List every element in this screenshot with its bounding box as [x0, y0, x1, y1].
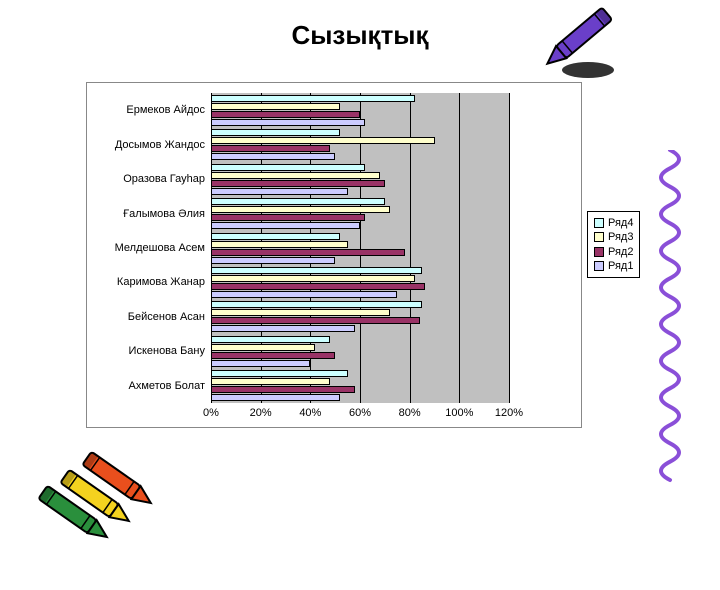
bar — [211, 95, 415, 102]
legend-label: Ряд1 — [608, 259, 633, 273]
bar — [211, 267, 422, 274]
bar — [211, 344, 315, 351]
bar — [211, 386, 355, 393]
category-label: Бейсенов Асан — [128, 311, 211, 323]
bar — [211, 145, 330, 152]
category-label: Ахметов Болат — [128, 380, 211, 392]
bar — [211, 180, 385, 187]
category-label: Ғалымова Әлия — [123, 208, 211, 220]
bar — [211, 352, 335, 359]
bar — [211, 111, 360, 118]
bar — [211, 309, 390, 316]
bar — [211, 164, 365, 171]
legend-label: Ряд3 — [608, 230, 633, 244]
crayons-icon — [0, 430, 220, 590]
slide: Сызықтық Ермеков АйдосДосымов ЖандосОраз… — [0, 0, 720, 540]
legend-item: Ряд1 — [594, 259, 633, 273]
x-tick-label: 40% — [299, 407, 321, 419]
x-tick-label: 20% — [250, 407, 272, 419]
squiggle-icon — [640, 150, 700, 510]
category-label: Искенова Бану — [129, 345, 211, 357]
bar — [211, 378, 330, 385]
legend-swatch — [594, 232, 604, 242]
gridline — [459, 93, 460, 403]
bar — [211, 214, 365, 221]
bar — [211, 360, 310, 367]
plot-area: Ермеков АйдосДосымов ЖандосОразова Гауһа… — [211, 93, 509, 403]
bar — [211, 172, 380, 179]
chart-container: Ермеков Айдос Досымов Жандос Оразова Гауһа… — [86, 82, 582, 428]
bar — [211, 283, 425, 290]
bar — [211, 291, 397, 298]
bar — [211, 198, 385, 205]
category-label: Ермеков Айдос — [126, 104, 211, 116]
gridline — [509, 93, 510, 403]
legend-swatch — [594, 218, 604, 228]
bar — [211, 188, 348, 195]
x-tick-label: 80% — [399, 407, 421, 419]
bar — [211, 137, 435, 144]
bar — [211, 394, 340, 401]
x-tick-label: 120% — [495, 407, 523, 419]
bar — [211, 153, 335, 160]
bar — [211, 275, 415, 282]
bar — [211, 233, 340, 240]
legend-label: Ряд4 — [608, 216, 633, 230]
bar — [211, 336, 330, 343]
legend-item: Ряд4 — [594, 216, 633, 230]
bar — [211, 249, 405, 256]
bar — [211, 257, 335, 264]
bar — [211, 317, 420, 324]
bar — [211, 222, 360, 229]
bar — [211, 119, 365, 126]
legend-swatch — [594, 247, 604, 257]
category-label: Мелдешова Асем — [115, 242, 211, 254]
bar — [211, 103, 340, 110]
legend-label: Ряд2 — [608, 245, 633, 259]
category-label: Каримова Жанар — [117, 276, 211, 288]
category-label: Досымов Жандос — [115, 139, 211, 151]
x-tick-label: 0% — [203, 407, 219, 419]
bar — [211, 129, 340, 136]
legend-swatch — [594, 261, 604, 271]
bar — [211, 206, 390, 213]
legend: Ряд4Ряд3Ряд2Ряд1 — [587, 211, 640, 278]
legend-item: Ряд2 — [594, 245, 633, 259]
bar — [211, 241, 348, 248]
bar — [211, 325, 355, 332]
x-tick-label: 100% — [445, 407, 473, 419]
legend-item: Ряд3 — [594, 230, 633, 244]
category-label: Оразова Гауһар — [123, 173, 211, 185]
bar — [211, 301, 422, 308]
x-tick-label: 60% — [349, 407, 371, 419]
bar — [211, 370, 348, 377]
